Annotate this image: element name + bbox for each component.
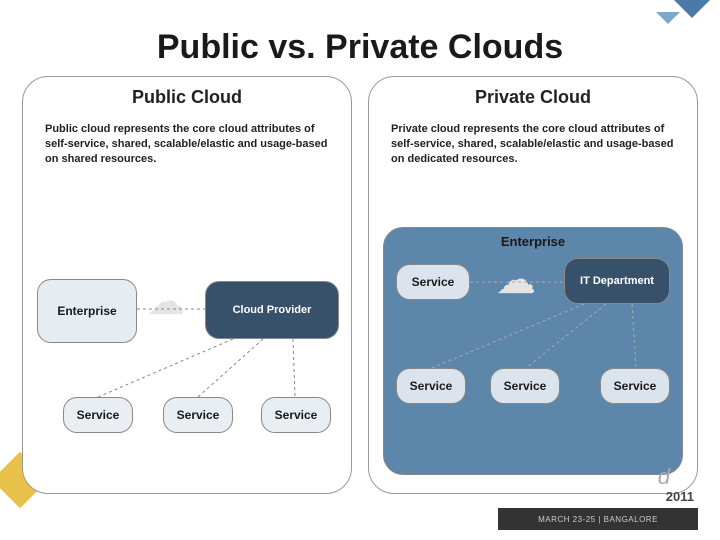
- enterprise-label: Enterprise: [384, 234, 682, 249]
- service-box: Service: [261, 397, 331, 433]
- it-department-box: IT Department: [564, 258, 670, 304]
- public-panel-description: Public cloud represents the core cloud a…: [45, 122, 329, 167]
- service-box: Service: [396, 264, 470, 300]
- public-panel-heading: Public Cloud: [23, 87, 351, 108]
- service-box: Service: [63, 397, 133, 433]
- private-panel-heading: Private Cloud: [369, 87, 697, 108]
- year-badge: 2011: [666, 489, 694, 504]
- private-cloud-panel: Private Cloud Private cloud represents t…: [368, 76, 698, 494]
- service-box: Service: [163, 397, 233, 433]
- enterprise-container: Enterprise Service ☁ IT Department Servi…: [383, 227, 683, 475]
- service-box: Service: [396, 368, 466, 404]
- service-box: Service: [600, 368, 670, 404]
- logo-letter: d: [658, 464, 670, 490]
- footer-bar: MARCH 23-25 | BANGALORE: [498, 508, 698, 530]
- enterprise-box: Enterprise: [37, 279, 137, 343]
- page-title: Public vs. Private Clouds: [0, 28, 720, 67]
- cloud-icon: ☁: [496, 260, 536, 300]
- private-panel-description: Private cloud represents the core cloud …: [391, 122, 675, 167]
- public-cloud-panel: Public Cloud Public cloud represents the…: [22, 76, 352, 494]
- cloud-icon: ☁: [147, 283, 185, 321]
- cloud-provider-box: Cloud Provider: [205, 281, 339, 339]
- service-box: Service: [490, 368, 560, 404]
